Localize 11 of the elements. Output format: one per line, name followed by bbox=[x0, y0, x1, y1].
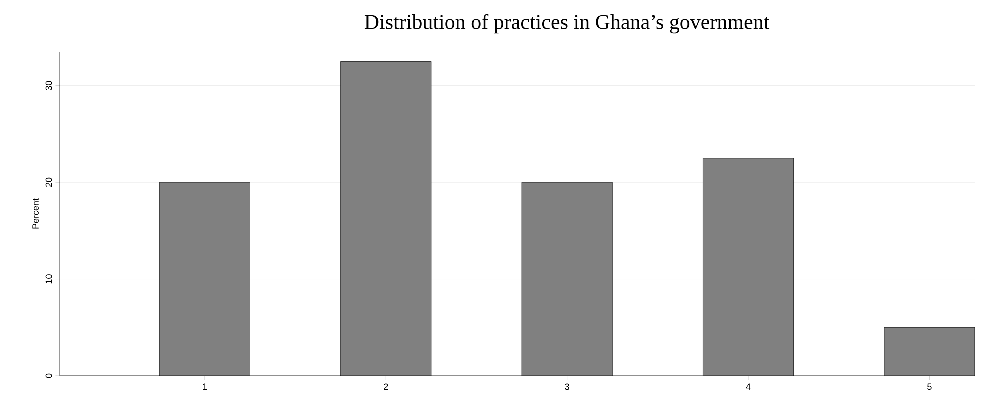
x-tick-label: 1 bbox=[203, 384, 208, 390]
x-tick-label: 3 bbox=[565, 384, 570, 390]
y-tick-label: 30 bbox=[46, 81, 52, 91]
x-tick-label: 5 bbox=[928, 384, 932, 390]
x-tick-label: 2 bbox=[384, 384, 388, 390]
y-tick-label: 10 bbox=[46, 274, 52, 284]
chart-title: Distribution of practices in Ghana’s government bbox=[364, 14, 770, 34]
y-tick-label: 0 bbox=[46, 374, 52, 378]
y-tick-label: 20 bbox=[46, 178, 52, 188]
x-tick-label: 4 bbox=[746, 384, 751, 390]
y-axis-title: Percent bbox=[32, 198, 39, 229]
